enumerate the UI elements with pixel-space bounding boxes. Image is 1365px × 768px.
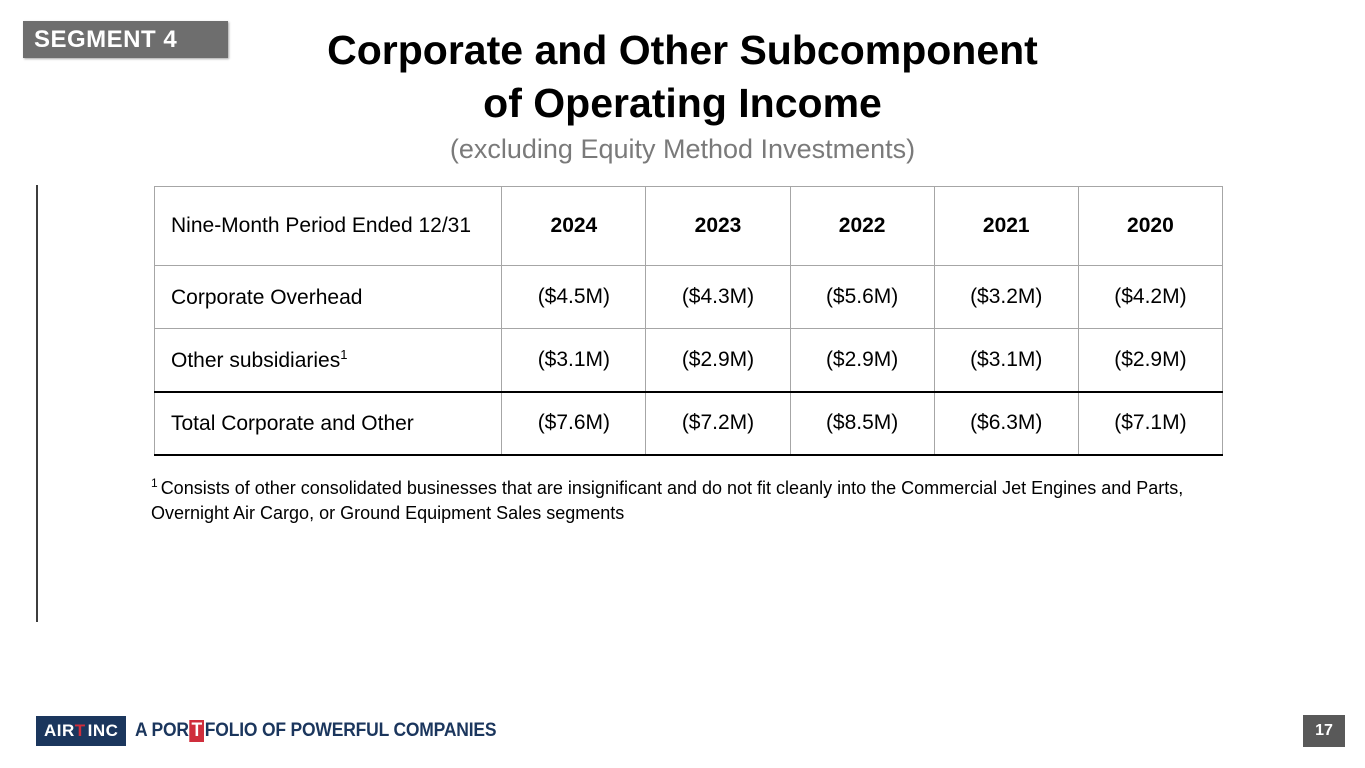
footnote: 1 Consists of other consolidated business… (151, 475, 1186, 526)
table-row-corporate-overhead: Corporate Overhead ($4.5M) ($4.3M) ($5.6… (153, 265, 1224, 329)
tagline-t-box: T (190, 720, 205, 742)
cell-value: ($5.6M) (789, 265, 935, 329)
financial-table: Nine-Month Period Ended 12/31 2024 2023 … (153, 186, 1224, 456)
airt-inc-logo: AIR T INC (36, 716, 127, 746)
table-row-total: Total Corporate and Other ($7.6M) ($7.2M… (153, 390, 1224, 456)
tagline-part2: FOLIO OF POWERFUL COMPANIES (205, 720, 497, 741)
logo-inc-text: INC (87, 721, 119, 740)
cell-value: ($2.9M) (645, 328, 791, 392)
row-label-text: Corporate Overhead (171, 286, 363, 309)
segment-badge: SEGMENT 4 (23, 21, 228, 58)
slide-title: Corporate and Other Subcomponent of Opera… (0, 24, 1365, 130)
table-header-row: Nine-Month Period Ended 12/31 2024 2023 … (153, 186, 1224, 266)
slide-title-line2: of Operating Income (483, 80, 882, 126)
cell-value: ($3.2M) (933, 265, 1079, 329)
cell-value: ($2.9M) (789, 328, 935, 392)
cell-value: ($7.2M) (645, 390, 791, 456)
footnote-text: Consists of other consolidated businesse… (151, 478, 1184, 524)
cell-value: ($4.2M) (1077, 265, 1224, 329)
header-period-label: Nine-Month Period Ended 12/31 (153, 186, 503, 266)
cell-value: ($7.1M) (1077, 390, 1224, 456)
header-year-2022: 2022 (789, 186, 935, 266)
slide-title-line1: Corporate and Other Subcomponent (327, 27, 1038, 73)
cell-value: ($4.3M) (645, 265, 791, 329)
logo-air-text: AIR (44, 721, 75, 740)
slide-subtitle: (excluding Equity Method Investments) (449, 134, 916, 164)
row-label: Corporate Overhead (153, 265, 503, 329)
header-year-2024: 2024 (501, 186, 647, 266)
footer: AIR T INC A POR T FOLIO OF POWERFUL COMPANIE… (36, 716, 528, 746)
page-number: 17 (1303, 715, 1345, 747)
table-row-other-subsidiaries: Other subsidiaries1 ($3.1M) ($2.9M) ($2.… (153, 328, 1224, 392)
footnote-marker: 1 (151, 476, 158, 490)
row-label-footnote-marker: 1 (340, 346, 348, 362)
cell-value: ($8.5M) (789, 390, 935, 456)
logo-t-text: T (74, 721, 86, 740)
footer-tagline: A POR T FOLIO OF POWERFUL COMPANIES (135, 720, 497, 742)
cell-value: ($4.5M) (501, 265, 647, 329)
row-label: Total Corporate and Other (153, 390, 503, 456)
header-year-2021: 2021 (933, 186, 1079, 266)
cell-value: ($6.3M) (933, 390, 1079, 456)
row-label: Other subsidiaries1 (153, 328, 503, 392)
left-accent-line (36, 185, 38, 622)
tagline-part1: A POR (135, 720, 190, 741)
cell-value: ($2.9M) (1077, 328, 1224, 392)
row-label-text: Total Corporate and Other (171, 412, 414, 435)
cell-value: ($3.1M) (501, 328, 647, 392)
row-label-text: Other subsidiaries (171, 348, 341, 372)
cell-value: ($3.1M) (933, 328, 1079, 392)
cell-value: ($7.6M) (501, 390, 647, 456)
header-year-2023: 2023 (645, 186, 791, 266)
header-year-2020: 2020 (1077, 186, 1224, 266)
